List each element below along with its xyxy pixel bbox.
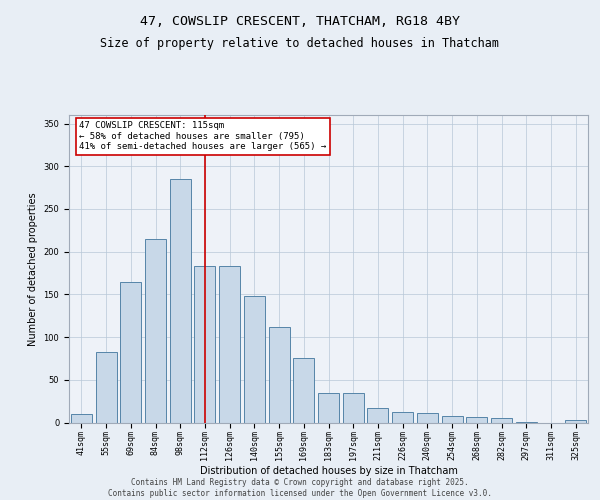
Bar — [392, 412, 413, 422]
Bar — [367, 408, 388, 422]
Bar — [466, 418, 487, 422]
Bar — [491, 418, 512, 422]
Text: Size of property relative to detached houses in Thatcham: Size of property relative to detached ho… — [101, 38, 499, 51]
Bar — [170, 179, 191, 422]
Y-axis label: Number of detached properties: Number of detached properties — [28, 192, 38, 346]
Bar — [71, 414, 92, 422]
Bar — [219, 266, 240, 422]
Bar — [244, 296, 265, 422]
Bar — [95, 352, 116, 422]
Bar — [343, 392, 364, 422]
Text: 47 COWSLIP CRESCENT: 115sqm
← 58% of detached houses are smaller (795)
41% of se: 47 COWSLIP CRESCENT: 115sqm ← 58% of det… — [79, 121, 326, 151]
Bar — [194, 266, 215, 422]
Bar — [318, 392, 339, 422]
Bar — [120, 282, 141, 422]
Bar — [565, 420, 586, 422]
Bar — [145, 239, 166, 422]
X-axis label: Distribution of detached houses by size in Thatcham: Distribution of detached houses by size … — [200, 466, 457, 475]
Bar — [417, 413, 438, 422]
Bar — [293, 358, 314, 422]
Bar — [269, 327, 290, 422]
Text: Contains HM Land Registry data © Crown copyright and database right 2025.
Contai: Contains HM Land Registry data © Crown c… — [108, 478, 492, 498]
Text: 47, COWSLIP CRESCENT, THATCHAM, RG18 4BY: 47, COWSLIP CRESCENT, THATCHAM, RG18 4BY — [140, 15, 460, 28]
Bar — [442, 416, 463, 422]
